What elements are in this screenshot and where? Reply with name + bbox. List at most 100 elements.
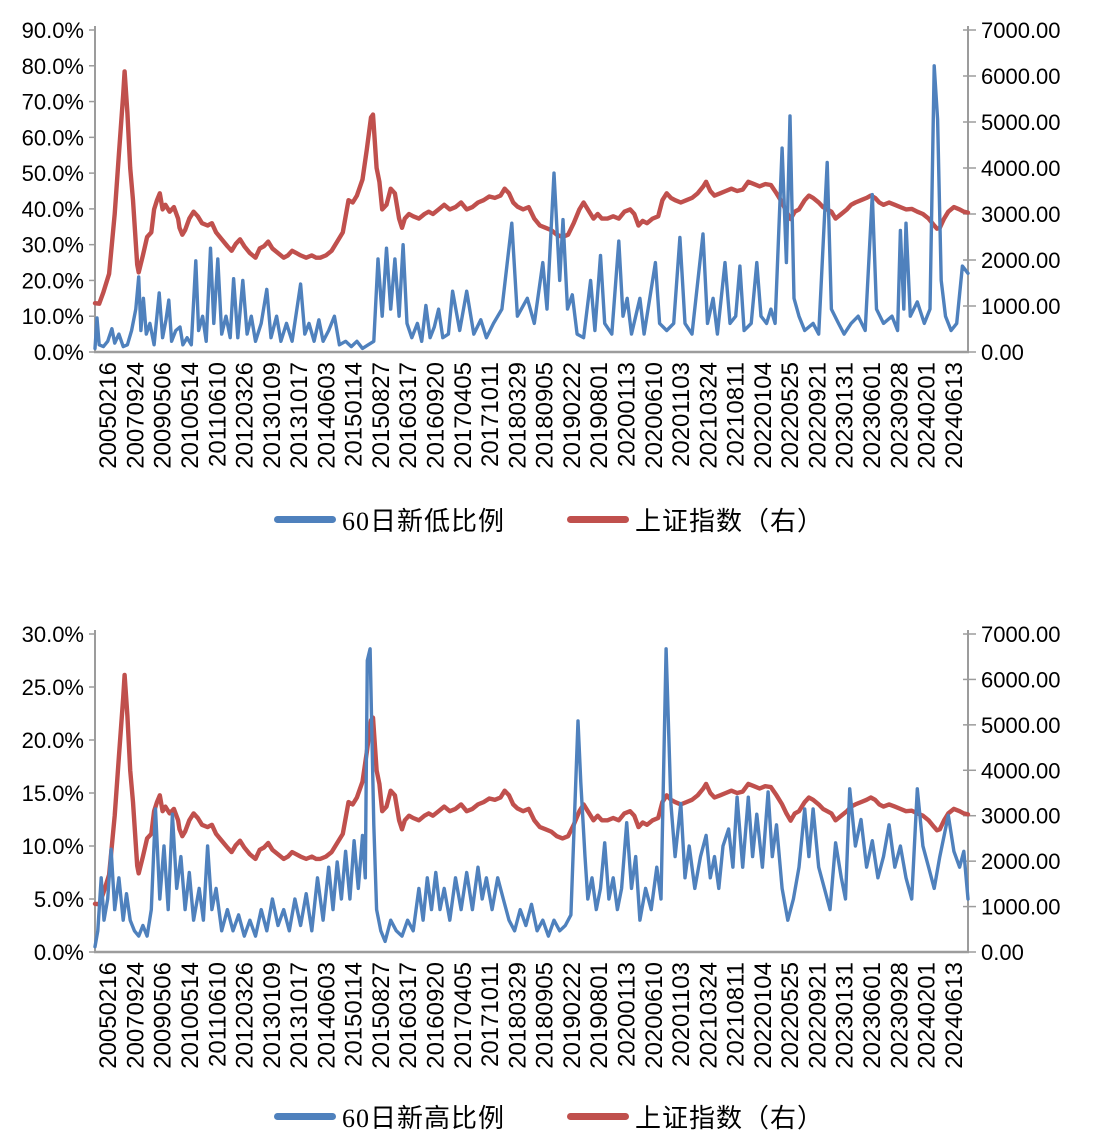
left-axis-tick-label: 10.0%	[22, 834, 84, 859]
left-axis-tick-label: 80.0%	[22, 54, 84, 79]
chart-new-low-legend: 60日新低比例 上证指数（右）	[0, 497, 1098, 541]
x-axis-tick-label: 20160317	[395, 362, 422, 469]
right-axis-tick-label: 6000.00	[981, 667, 1061, 692]
x-axis-tick-label: 20160920	[423, 962, 450, 1069]
left-axis-tick-label: 30.0%	[22, 233, 84, 258]
x-axis-tick-label: 20190222	[559, 362, 586, 469]
x-axis-tick-label: 20050216	[95, 362, 122, 469]
x-axis-tick-label: 20230131	[832, 362, 859, 469]
legend-label: 60日新高比例	[341, 1103, 505, 1133]
x-axis-tick-label: 20140603	[313, 962, 340, 1069]
x-axis-tick-label: 20140603	[313, 362, 340, 469]
right-axis-tick-label: 4000.00	[981, 758, 1061, 783]
right-axis-tick-label: 5000.00	[981, 713, 1061, 738]
x-axis-tick-label: 20170405	[450, 962, 477, 1069]
right-axis-tick-label: 3000.00	[981, 804, 1061, 829]
left-axis-tick-label: 20.0%	[22, 268, 84, 293]
x-axis-tick-label: 20120326	[232, 962, 259, 1069]
right-axis-tick-label: 0.00	[981, 940, 1024, 965]
x-axis-tick-label: 20150827	[368, 362, 395, 469]
right-axis-tick-label: 5000.00	[981, 110, 1061, 135]
x-axis-tick-label: 20170405	[450, 362, 477, 469]
right-axis-tick-label: 7000.00	[981, 18, 1061, 43]
x-axis-tick-label: 20220921	[804, 962, 831, 1069]
left-axis-tick-label: 60.0%	[22, 125, 84, 150]
left-axis-tick-label: 10.0%	[22, 304, 84, 329]
right-axis-tick-label: 0.00	[981, 340, 1024, 365]
x-axis-tick-label: 20200610	[641, 362, 668, 469]
x-axis-tick-label: 20130109	[259, 362, 286, 469]
legend-item: 上证指数（右）	[567, 501, 824, 538]
right-axis-tick-label: 1000.00	[981, 895, 1061, 920]
x-axis-tick-label: 20180905	[532, 962, 559, 1069]
legend-line-sample	[273, 515, 336, 523]
x-axis-tick-label: 20200610	[641, 962, 668, 1069]
x-axis-tick-label: 20160317	[395, 962, 422, 1069]
x-axis-tick-label: 20171011	[477, 962, 504, 1067]
left-axis-tick-label: 0.0%	[34, 340, 84, 365]
x-axis-tick-label: 20190801	[586, 962, 613, 1069]
right-axis-tick-label: 2000.00	[981, 849, 1061, 874]
x-axis-tick-label: 20230131	[832, 962, 859, 1069]
x-axis-tick-label: 20220525	[777, 362, 804, 469]
x-axis-tick-label: 20070924	[122, 362, 149, 469]
x-axis-tick-label: 20230601	[859, 362, 886, 469]
right-axis-tick-label: 1000.00	[981, 294, 1061, 319]
x-axis-tick-label: 20110610	[204, 962, 231, 1067]
x-axis-tick-label: 20200113	[613, 362, 640, 467]
legend-item: 上证指数（右）	[567, 1098, 824, 1135]
x-axis-tick-label: 20180329	[504, 962, 531, 1069]
x-axis-tick-label: 20210811	[723, 962, 750, 1067]
x-axis-tick-label: 20190222	[559, 962, 586, 1069]
series-new-low-ratio-line	[93, 64, 970, 351]
x-axis-tick-label: 20130109	[259, 962, 286, 1069]
x-axis-tick-label: 20050216	[95, 962, 122, 1069]
left-axis-tick-label: 25.0%	[22, 675, 84, 700]
chart-new-high-plot: 30.0% 25.0% 20.0% 15.0% 10.0% 5.0% 0.0% 7000.00…	[22, 622, 1061, 1069]
legend-item: 60日新高比例	[273, 1098, 505, 1135]
right-axis-tick-label: 2000.00	[981, 248, 1061, 273]
x-axis-tick-label: 20171011	[477, 362, 504, 467]
series-new-high-ratio-line	[93, 647, 970, 949]
legend-line-sample	[273, 1112, 336, 1120]
right-axis-tick-label: 7000.00	[981, 622, 1061, 647]
x-axis-tick-label: 20201103	[668, 362, 695, 467]
left-axis-tick-label: 50.0%	[22, 161, 84, 186]
legend-label: 上证指数（右）	[635, 506, 825, 536]
x-axis-tick-label: 20150114	[341, 362, 368, 467]
x-axis-tick-label: 20090506	[150, 962, 177, 1069]
left-axis-tick-label: 30.0%	[22, 622, 84, 647]
chart-new-low-plot: 90.0% 80.0% 70.0% 60.0% 50.0% 40.0% 30.0% 20.0%…	[22, 18, 1061, 469]
x-axis-tick-label: 20100514	[177, 962, 204, 1069]
x-axis-tick-label: 20100514	[177, 362, 204, 469]
right-axis-tick-label: 4000.00	[981, 156, 1061, 181]
x-axis-tick-label: 20240201	[914, 362, 941, 469]
series-sse-index-line	[92, 69, 971, 306]
legend-line-sample	[567, 515, 629, 523]
legend-item: 60日新低比例	[273, 501, 505, 538]
left-axis-tick-label: 15.0%	[22, 781, 84, 806]
x-axis-tick-label: 20240613	[941, 362, 968, 469]
x-axis-tick-label: 20220104	[750, 362, 777, 469]
x-axis-tick-label: 20110610	[204, 362, 231, 467]
legend-label: 上证指数（右）	[635, 1103, 825, 1133]
left-axis-tick-label: 40.0%	[22, 197, 84, 222]
x-axis-tick-label: 20210811	[723, 362, 750, 467]
x-axis-tick-label: 20131017	[286, 962, 313, 1069]
x-axis-tick-label: 20190801	[586, 362, 613, 469]
x-axis-tick-label: 20200113	[613, 962, 640, 1067]
x-axis-tick-label: 20160920	[423, 362, 450, 469]
x-axis-tick-label: 20220921	[804, 362, 831, 469]
x-axis-tick-label: 20180905	[532, 362, 559, 469]
x-axis-tick-label: 20220525	[777, 962, 804, 1069]
x-axis-tick-label: 20120326	[232, 362, 259, 469]
x-axis-tick-label: 20180329	[504, 362, 531, 469]
x-axis-tick-label: 20210324	[695, 362, 722, 469]
x-axis-tick-label: 20240201	[914, 962, 941, 1069]
x-axis-tick-label: 20150114	[341, 962, 368, 1067]
series-sse-index-line	[92, 672, 971, 907]
right-axis-tick-label: 3000.00	[981, 202, 1061, 227]
x-axis-tick-label: 20240613	[941, 962, 968, 1069]
left-axis-tick-label: 0.0%	[34, 940, 84, 965]
